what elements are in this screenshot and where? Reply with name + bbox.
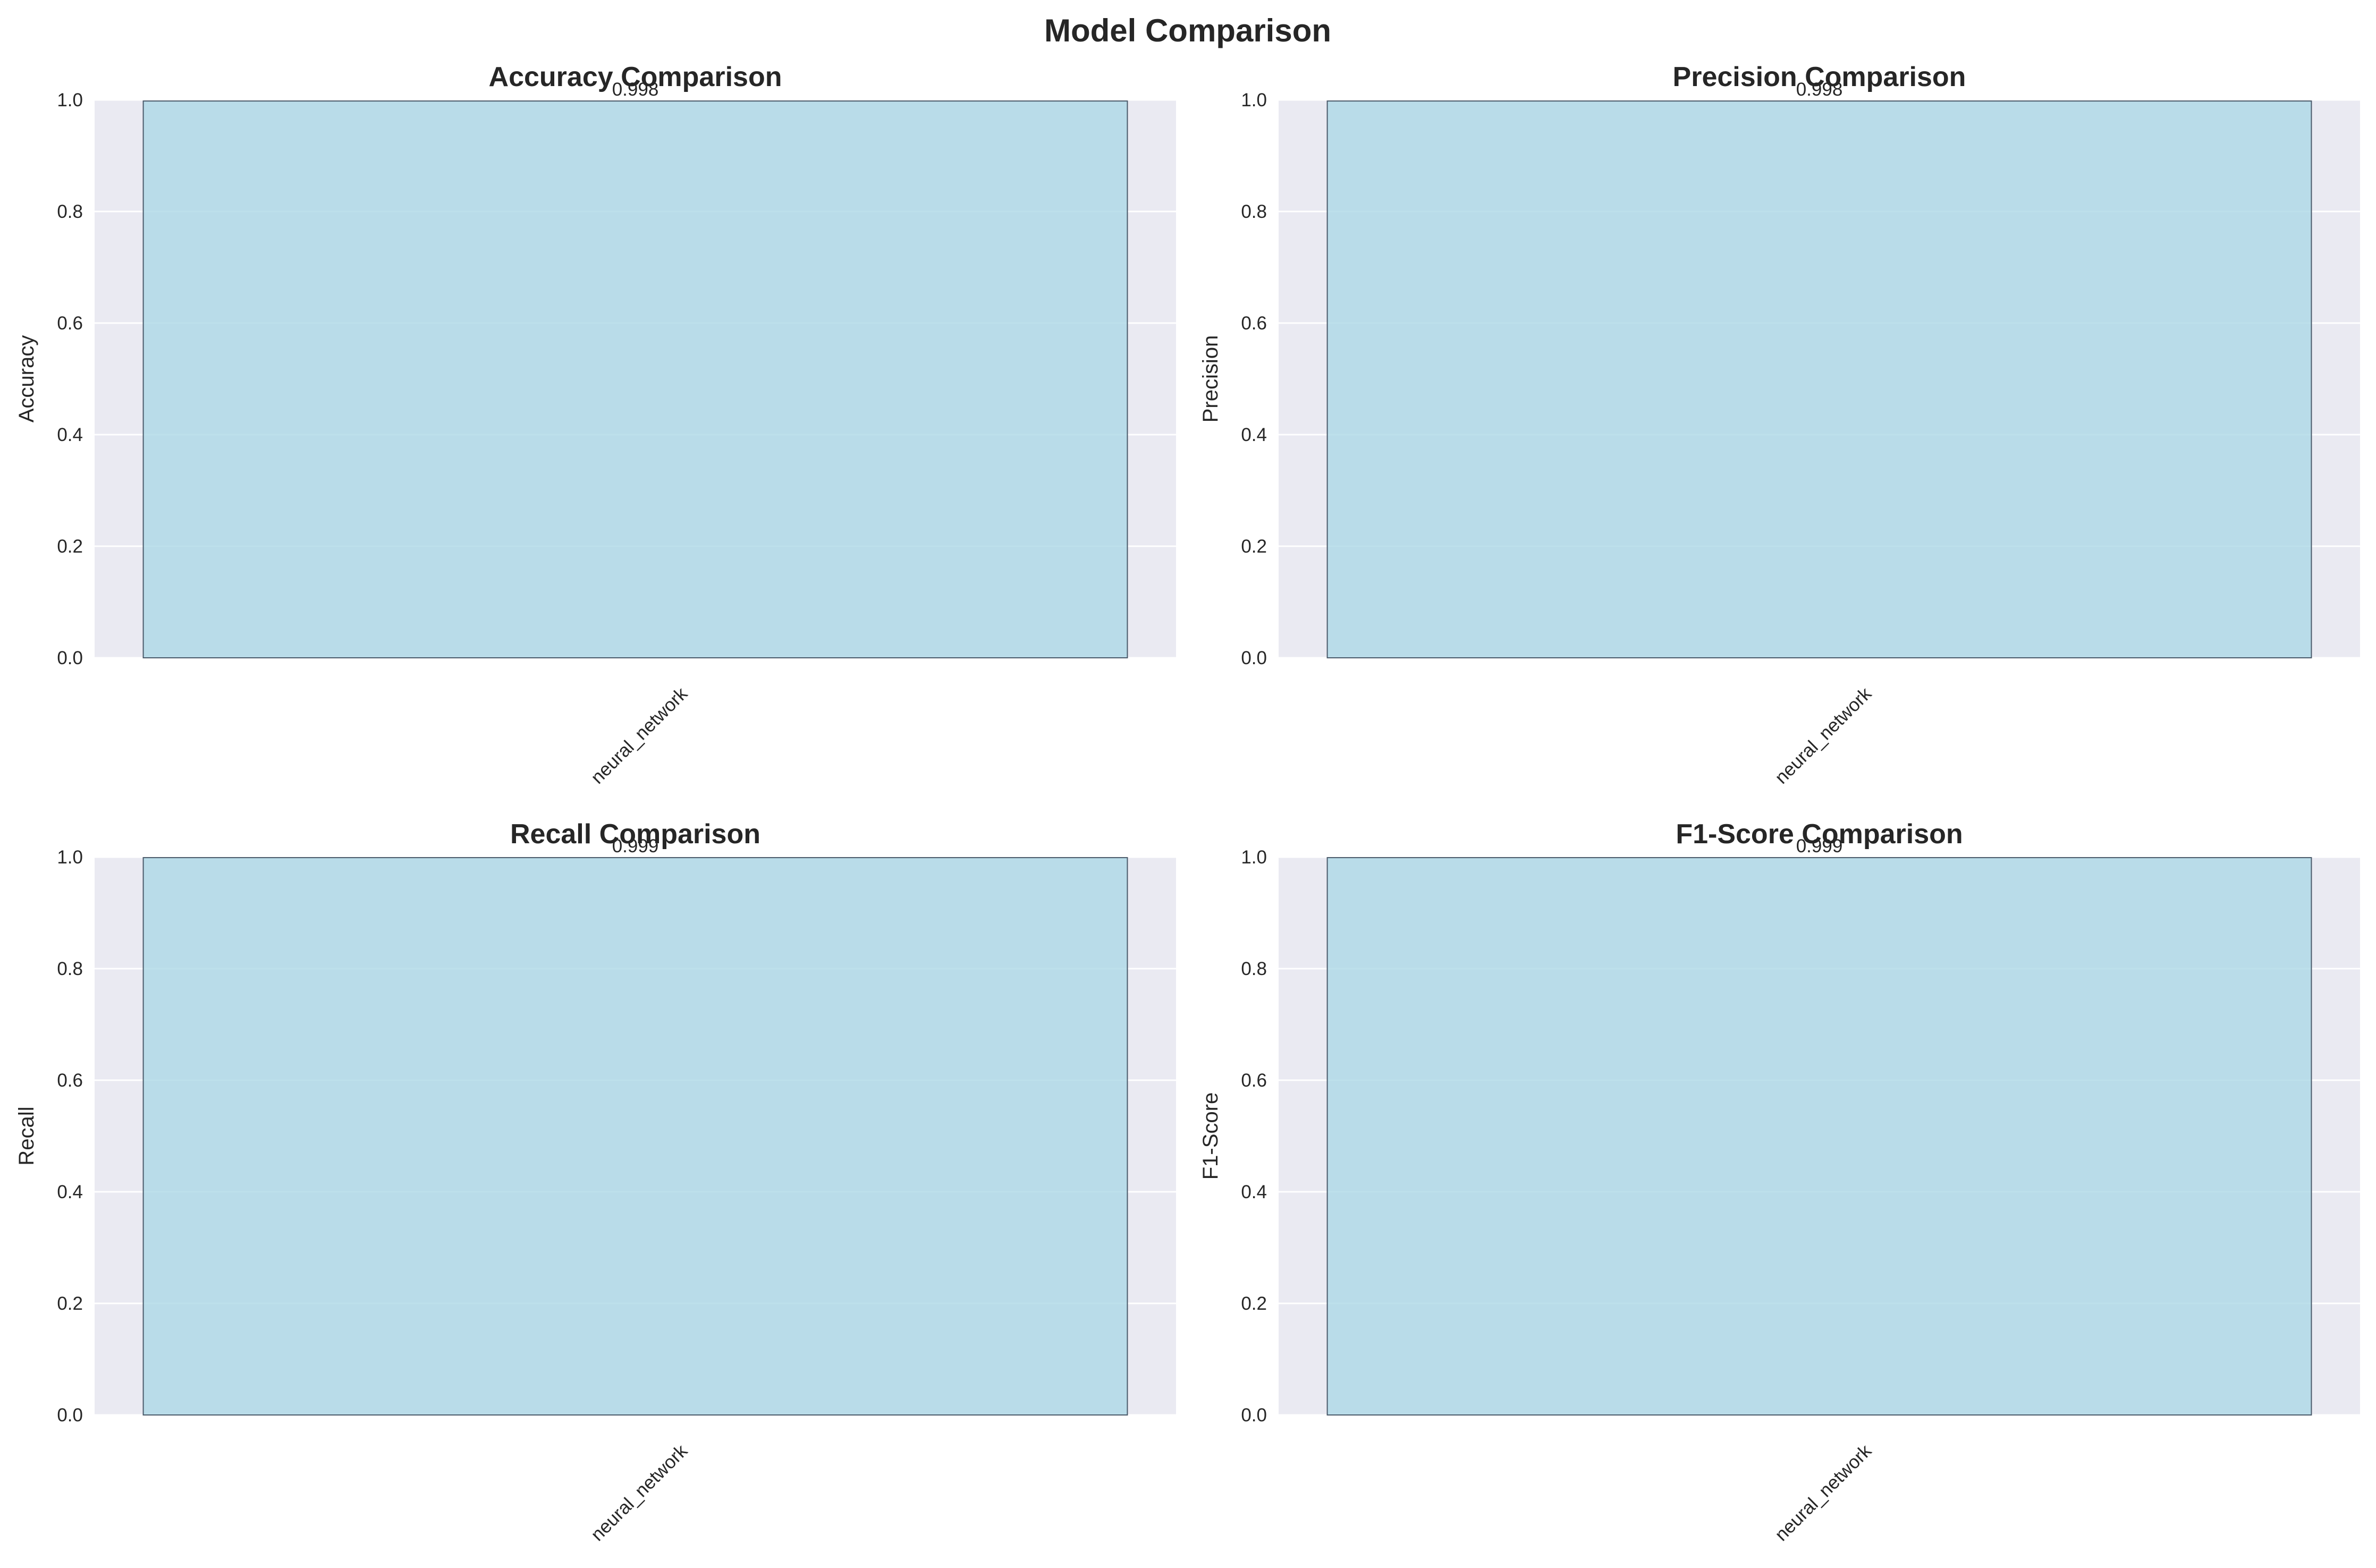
y-axis-label: Precision — [1199, 335, 1222, 423]
y-tick-label: 0.6 — [1241, 313, 1267, 334]
bar-value-label: 0.998 — [612, 79, 659, 100]
subplot-title: Recall Comparison — [510, 819, 760, 850]
figure-title: Model Comparison — [1044, 13, 1331, 48]
subplot-1: 0.00.20.40.60.81.00.998neural_networkAcc… — [15, 62, 1176, 788]
subplot-4: 0.00.20.40.60.81.00.999neural_networkF1-… — [1199, 819, 2360, 1545]
subplot-title: Precision Comparison — [1673, 62, 1966, 92]
y-tick-label: 0.6 — [1241, 1070, 1267, 1091]
bar-neural-network — [142, 857, 1128, 1416]
y-tick-label: 0.8 — [1241, 959, 1267, 979]
y-tick-label: 0.0 — [1241, 648, 1267, 668]
y-tick-label: 0.8 — [57, 201, 83, 222]
y-tick-label: 1.0 — [1241, 90, 1267, 111]
y-tick-label: 1.0 — [1241, 847, 1267, 868]
bar-value-label: 0.999 — [612, 836, 659, 857]
subplot-title: F1-Score Comparison — [1676, 819, 1963, 850]
bar-value-label: 0.998 — [1796, 79, 1843, 100]
bar-neural-network — [1326, 100, 2312, 659]
y-tick-label: 0.4 — [1241, 425, 1267, 445]
subplot-title: Accuracy Comparison — [489, 62, 782, 92]
y-tick-label: 0.0 — [57, 1405, 83, 1426]
y-tick-label: 0.0 — [1241, 1405, 1267, 1426]
bar-value-label: 0.999 — [1796, 836, 1843, 857]
y-tick-label: 0.4 — [1241, 1182, 1267, 1202]
y-tick-label: 0.2 — [57, 1293, 83, 1314]
y-tick-label: 0.4 — [57, 425, 83, 445]
y-tick-label: 0.4 — [57, 1182, 83, 1202]
y-tick-label: 0.6 — [57, 1070, 83, 1091]
y-axis-label: Accuracy — [15, 335, 38, 423]
bar-neural-network — [1326, 857, 2312, 1416]
y-tick-label: 0.6 — [57, 313, 83, 334]
y-tick-label: 1.0 — [57, 90, 83, 111]
y-tick-label: 0.2 — [57, 536, 83, 557]
y-axis-label: F1-Score — [1199, 1092, 1222, 1180]
y-tick-label: 0.2 — [1241, 536, 1267, 557]
y-tick-label: 1.0 — [57, 847, 83, 868]
y-tick-label: 0.8 — [1241, 201, 1267, 222]
y-tick-label: 0.0 — [57, 648, 83, 668]
y-tick-label: 0.8 — [57, 959, 83, 979]
y-axis-label: Recall — [15, 1106, 38, 1165]
y-tick-label: 0.2 — [1241, 1293, 1267, 1314]
bar-neural-network — [142, 100, 1128, 659]
subplot-grid: 0.00.20.40.60.81.00.998neural_networkAcc… — [15, 62, 2360, 1545]
subplot-3: 0.00.20.40.60.81.00.999neural_networkRec… — [15, 819, 1176, 1545]
